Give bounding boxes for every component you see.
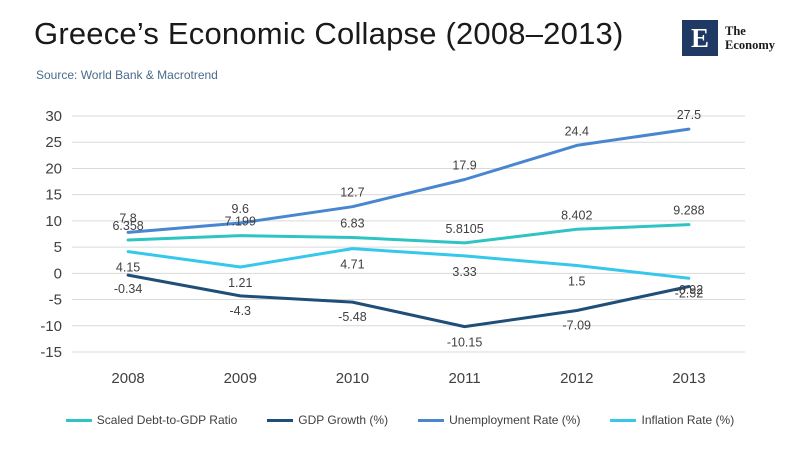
data-labels: 6.358 7.199 6.83 5.8105 8.402 9.288 -0.34 -4.3 -… (112, 108, 704, 349)
logo-line-2: Economy (725, 38, 775, 52)
data-label: 3.33 (452, 265, 476, 279)
legend-item: Unemployment Rate (%) (418, 413, 580, 427)
data-label: 7.8 (119, 211, 136, 225)
data-label: 7.199 (225, 215, 256, 229)
logo-text: The Economy (725, 24, 775, 52)
data-label: 12.7 (340, 186, 364, 200)
y-tick-label: 15 (45, 187, 62, 204)
series-line-1 (126, 273, 691, 329)
series-line-0 (126, 223, 691, 245)
data-label: 6.358 (112, 219, 143, 233)
data-label: 4.71 (340, 258, 364, 272)
data-label: 5.8105 (445, 222, 483, 236)
data-label: -2.52 (675, 287, 704, 301)
data-label: 1.5 (568, 274, 585, 288)
x-tick-label: 2010 (336, 370, 369, 387)
logo-mark-icon: E (682, 20, 718, 56)
legend-item: Scaled Debt-to-GDP Ratio (65, 413, 238, 427)
data-label: -5.48 (338, 310, 367, 324)
legend-swatch (267, 418, 294, 422)
legend-label: GDP Growth (%) (298, 413, 389, 427)
legend: Scaled Debt-to-GDP Ratio GDP Growth (%) Un… (0, 413, 800, 427)
legend-label: Unemployment Rate (%) (449, 413, 581, 427)
y-tick-label: 10 (45, 213, 62, 230)
the-economy-logo: E The Economy (682, 20, 775, 56)
data-label: 4.15 (116, 261, 140, 275)
data-label: 8.402 (561, 208, 592, 222)
logo-line-1: The (725, 24, 746, 38)
y-tick-label: 30 (45, 108, 62, 125)
data-label: 9.6 (232, 202, 249, 216)
x-tick-label: 2008 (111, 370, 144, 387)
series-line-2 (126, 127, 691, 234)
legend-item: GDP Growth (%) (267, 413, 388, 427)
legend-swatch (65, 418, 92, 422)
legend-swatch (418, 418, 445, 422)
data-label: 6.83 (340, 217, 364, 231)
x-tick-label: 2011 (448, 370, 480, 387)
y-tick-label: -10 (40, 318, 62, 335)
legend-swatch (610, 418, 637, 422)
chart-title: Greece’s Economic Collapse (2008–2013) (34, 16, 624, 51)
data-label: -0.92 (675, 283, 704, 297)
axes: -15 -10 -5 0 5 10 15 20 25 30 2008 2009 2010 2011 2012… (40, 108, 705, 387)
y-tick-label: 25 (45, 134, 62, 151)
data-label: 1.21 (228, 276, 252, 290)
x-tick-label: 2012 (560, 370, 593, 387)
y-tick-label: -5 (49, 292, 62, 309)
data-label: -4.3 (229, 304, 251, 318)
series-line-3 (126, 247, 691, 280)
y-tick-label: 20 (45, 160, 62, 177)
y-tick-label: 5 (54, 239, 62, 256)
legend-label: Scaled Debt-to-GDP Ratio (96, 413, 238, 427)
data-label: -7.09 (563, 319, 592, 333)
data-label: 27.5 (677, 108, 701, 122)
data-label: -10.15 (447, 336, 482, 350)
chart-source: Source: World Bank & Macrotrend (36, 68, 218, 82)
x-tick-label: 2009 (224, 370, 257, 387)
y-tick-label: -15 (40, 344, 62, 361)
legend-label: Inflation Rate (%) (641, 413, 735, 427)
data-label: -0.34 (114, 282, 143, 296)
gridlines (72, 115, 745, 353)
series-lines (126, 127, 691, 329)
data-label: 17.9 (452, 158, 476, 172)
legend-item: Inflation Rate (%) (610, 413, 734, 427)
x-tick-label: 2013 (672, 370, 705, 387)
y-tick-label: 0 (54, 265, 62, 282)
data-label: 9.288 (673, 204, 704, 218)
data-label: 24.4 (565, 124, 589, 138)
